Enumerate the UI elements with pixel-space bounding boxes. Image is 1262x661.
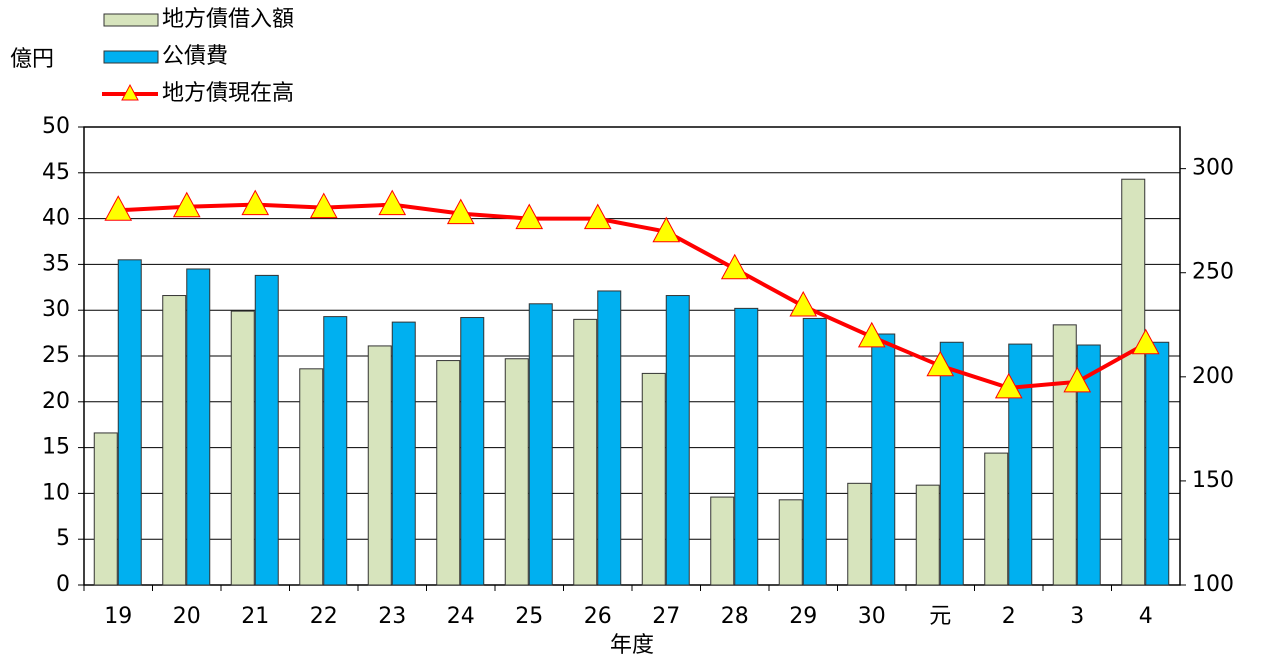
marker xyxy=(104,195,133,221)
y-tick-label: 10 xyxy=(42,480,70,505)
bar xyxy=(734,307,759,586)
bar xyxy=(528,303,553,586)
y-tick-label: 30 xyxy=(42,297,70,322)
marker xyxy=(1063,366,1092,393)
bar xyxy=(436,360,461,586)
y-tick-label: 15 xyxy=(42,435,70,460)
bar xyxy=(573,318,598,586)
x-tick-label: 23 xyxy=(378,604,406,629)
marker xyxy=(857,321,886,348)
line xyxy=(118,202,1147,390)
y-tick-label: 0 xyxy=(56,572,70,597)
bar xyxy=(93,432,118,586)
y2-tick-label: 100 xyxy=(1192,572,1234,597)
bar xyxy=(871,333,896,586)
x-tick-label: 19 xyxy=(104,604,132,629)
marker xyxy=(515,203,544,230)
marker xyxy=(926,350,955,377)
x-axis-label: 年度 xyxy=(610,633,654,658)
legend-swatch xyxy=(103,50,159,64)
bar xyxy=(1052,324,1077,586)
x-tick-label: 2 xyxy=(1002,604,1016,629)
marker xyxy=(652,216,681,243)
legend-label: 公債費 xyxy=(162,44,228,69)
x-tick-label: 26 xyxy=(584,604,612,629)
y-tick-label: 20 xyxy=(42,389,70,414)
bar xyxy=(186,268,211,586)
y-tick-label: 45 xyxy=(42,160,70,185)
bar xyxy=(915,484,940,586)
bar xyxy=(1145,341,1170,586)
y2-tick-label: 250 xyxy=(1192,260,1234,285)
bar xyxy=(1008,343,1033,586)
y-tick-label: 35 xyxy=(42,251,70,276)
x-tick-label: 30 xyxy=(858,604,886,629)
bar xyxy=(710,496,735,586)
marker xyxy=(789,290,818,317)
x-tick-label: 20 xyxy=(173,604,201,629)
x-tick-label: 24 xyxy=(447,604,475,629)
y2-tick-label: 150 xyxy=(1192,468,1234,493)
bar xyxy=(665,295,690,586)
y-axis-label: 億円 xyxy=(10,47,54,72)
x-tick-label: 29 xyxy=(789,604,817,629)
bar xyxy=(460,317,485,586)
x-tick-label: 4 xyxy=(1139,604,1153,629)
bar xyxy=(597,290,622,586)
y-tick-label: 50 xyxy=(42,114,70,139)
marker xyxy=(378,189,407,216)
marker xyxy=(994,372,1023,399)
bar xyxy=(391,321,416,586)
x-tick-label: 27 xyxy=(652,604,680,629)
x-tick-label: 3 xyxy=(1070,604,1084,629)
bar xyxy=(847,482,872,586)
y-tick-label: 5 xyxy=(56,526,70,551)
bar xyxy=(117,259,142,586)
marker xyxy=(446,198,475,225)
bar xyxy=(367,345,392,586)
x-tick-label: 28 xyxy=(721,604,749,629)
x-tick-label: 22 xyxy=(310,604,338,629)
y-tick-label: 25 xyxy=(42,343,70,368)
marker xyxy=(309,192,338,219)
bar xyxy=(254,274,279,586)
x-tick-label: 元 xyxy=(929,604,951,629)
y-tick-label: 40 xyxy=(42,206,70,231)
bar xyxy=(778,499,803,586)
legend-label: 地方債借入額 xyxy=(162,7,294,32)
marker xyxy=(241,189,270,216)
marker xyxy=(1131,328,1160,355)
bar xyxy=(1121,178,1146,586)
y2-tick-label: 300 xyxy=(1192,156,1234,181)
bar xyxy=(802,317,827,586)
bar xyxy=(323,316,348,586)
bar xyxy=(984,452,1009,586)
bar xyxy=(504,358,529,586)
bar xyxy=(939,341,964,586)
x-tick-label: 25 xyxy=(515,604,543,629)
marker xyxy=(172,191,201,218)
bar xyxy=(230,310,255,586)
bar xyxy=(1076,344,1101,586)
legend-label: 地方債現在高 xyxy=(162,81,294,106)
bar xyxy=(162,295,187,586)
x-tick-label: 21 xyxy=(241,604,269,629)
bar xyxy=(299,368,324,586)
marker xyxy=(583,203,612,230)
bar xyxy=(641,372,666,586)
legend-swatch xyxy=(103,13,159,27)
marker xyxy=(720,253,749,280)
legend-swatch xyxy=(121,83,139,101)
y2-tick-label: 200 xyxy=(1192,364,1234,389)
